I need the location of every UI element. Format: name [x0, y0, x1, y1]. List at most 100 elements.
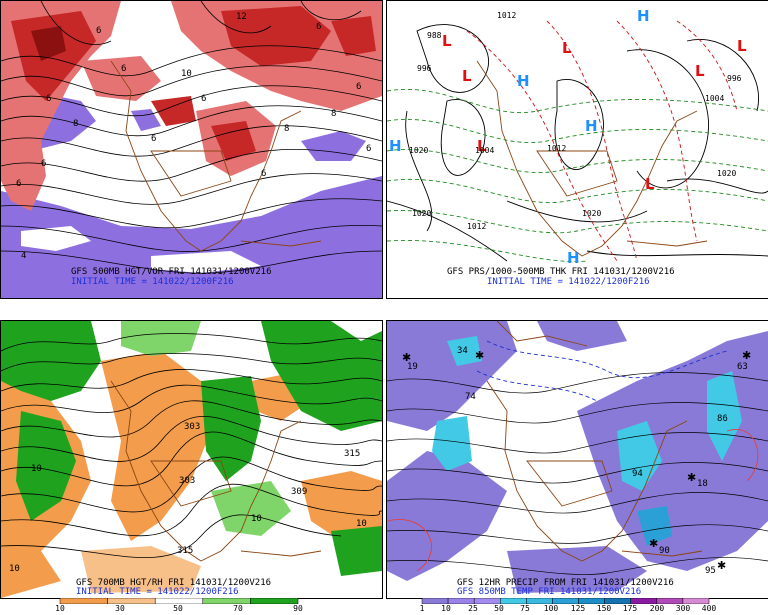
colorbar-tick: 75 [520, 604, 530, 613]
panel-caption-init-time: INITIAL TIME = 141022/1200F216 [487, 277, 650, 287]
contour-label: 6 [316, 22, 321, 32]
colorbar-tick: 30 [115, 604, 125, 613]
panel-caption-init-time: INITIAL TIME = 141022/1200F216 [76, 587, 239, 597]
asterisk-icon: ✱ [402, 351, 411, 364]
low-pressure-marker: L [737, 37, 747, 55]
colorbar-tick: 10 [55, 604, 65, 613]
map-700mb-humidity: 303 315 303 309 315 10 10 10 10 [1, 321, 382, 598]
low-pressure-marker: L [442, 32, 452, 50]
high-pressure-marker: H [637, 7, 650, 25]
contour-label: 315 [344, 449, 360, 459]
colorbar-tick: 1 [419, 604, 425, 613]
panel-caption-title: GFS 12HR PRECIP FROM FRI 141031/1200V216 [457, 578, 674, 588]
contour-label: 90 [659, 546, 670, 556]
colorbar-tick: 125 [570, 604, 586, 613]
contour-label: 303 [179, 476, 195, 486]
contour-label: 8 [331, 109, 336, 119]
map-precip-temperature: 19 34 74 86 63 94 18 90 95 ✱ ✱ ✱ ✱ ✱ ✱ [387, 321, 768, 598]
panel-caption-temp: GFS 850MB TEMP FRI 141031/1200V216 [457, 587, 642, 597]
colorbar-tick: 175 [622, 604, 638, 613]
contour-label: 10 [31, 464, 42, 474]
contour-label: 12 [236, 12, 247, 22]
low-pressure-marker: L [477, 137, 487, 155]
contour-label: 10 [251, 514, 262, 524]
map-pressure-thickness: H H H H H L L L L L L L 1012 988 996 100… [387, 1, 768, 298]
contour-label: 6 [41, 159, 46, 169]
colorbar-tick: 70 [233, 604, 243, 613]
isobar-label: 1020 [582, 209, 601, 218]
contour-label: 74 [465, 392, 476, 402]
contour-label: 34 [457, 346, 468, 356]
colorbar-tick: 50 [494, 604, 504, 613]
isobar-label: 1012 [497, 11, 516, 20]
contour-label: 86 [717, 414, 728, 424]
asterisk-icon: ✱ [717, 559, 726, 572]
isobar-label: 1020 [412, 209, 431, 218]
high-pressure-marker: H [517, 72, 530, 90]
colorbar-tick: 100 [543, 604, 559, 613]
rh-colorbar: 10 30 50 70 90 [0, 598, 381, 615]
isobar-label: 996 [727, 74, 742, 83]
colorbar-tick: 400 [701, 604, 717, 613]
colorbar-tick: 200 [649, 604, 665, 613]
contour-label: 6 [356, 82, 361, 92]
panel-precip-850mb-temp: 19 34 74 86 63 94 18 90 95 ✱ ✱ ✱ ✱ ✱ ✱ G… [386, 320, 768, 599]
colorbar-tick: 150 [596, 604, 612, 613]
high-pressure-marker: H [585, 117, 598, 135]
isobar-label: 1020 [409, 146, 428, 155]
isobar-label: 1004 [475, 146, 494, 155]
low-pressure-marker: L [562, 39, 572, 57]
rh-colorbar-swatches [59, 598, 299, 604]
panel-caption-title: GFS 700MB HGT/RH FRI 141031/1200V216 [76, 578, 272, 588]
colorbar-swatch [59, 598, 108, 604]
colorbar-tick: 50 [173, 604, 183, 613]
panel-700mb-hgt-rh: 303 315 303 309 315 10 10 10 10 GFS 700M… [0, 320, 383, 599]
panel-caption-init-time: INITIAL TIME = 141022/1200F216 [71, 277, 234, 287]
contour-label: 6 [46, 94, 51, 104]
panel-500mb-hgt-vor: 6 6 12 8 6 6 6 10 8 6 6 6 6 8 6 6 4 GFS … [0, 0, 383, 299]
precip-colorbar: 1 10 25 50 75 100 125 150 175 200 300 40… [386, 598, 767, 615]
colorbar-swatch [250, 598, 299, 604]
contour-label: 8 [284, 124, 289, 134]
contour-label: 4 [21, 251, 26, 261]
colorbar-tick: 90 [293, 604, 303, 613]
isobar-label: 1012 [467, 222, 486, 231]
contour-label: 6 [201, 94, 206, 104]
asterisk-icon: ✱ [475, 349, 484, 362]
contour-label: 6 [96, 26, 101, 36]
colorbar-tick: 10 [441, 604, 451, 613]
contour-label: 19 [407, 362, 418, 372]
panel-caption-title: GFS 500MB HGT/VOR FRI 141031/1200V216 [71, 267, 272, 277]
contour-label: 6 [261, 169, 266, 179]
asterisk-icon: ✱ [687, 471, 696, 484]
low-pressure-marker: L [645, 175, 655, 193]
contour-label: 6 [366, 144, 371, 154]
high-pressure-marker: H [567, 249, 580, 267]
contour-label: 10 [9, 564, 20, 574]
contour-label: 18 [697, 479, 708, 489]
contour-label: 63 [737, 362, 748, 372]
contour-label: 10 [356, 519, 367, 529]
contour-label: 315 [177, 546, 193, 556]
isobar-label: 1020 [717, 169, 736, 178]
colorbar-tick: 25 [468, 604, 478, 613]
contour-label: 309 [291, 487, 307, 497]
precip-colorbar-swatches [421, 598, 710, 604]
colorbar-swatch [202, 598, 251, 604]
isobar-label: 1004 [705, 94, 724, 103]
asterisk-icon: ✱ [742, 349, 751, 362]
contour-label: 10 [181, 69, 192, 79]
contour-label: 6 [121, 64, 126, 74]
contour-label: 6 [151, 134, 156, 144]
contour-label: 94 [632, 469, 643, 479]
map-500mb-vorticity: 6 6 12 8 6 6 6 10 8 6 6 6 6 8 6 6 4 [1, 1, 382, 298]
contour-label: 6 [16, 179, 21, 189]
contour-label: 95 [705, 566, 716, 576]
colorbar-swatch [682, 598, 710, 604]
isobar-label: 988 [427, 31, 442, 40]
panel-caption-title: GFS PRS/1000-500MB THK FRI 141031/1200V2… [447, 267, 675, 277]
low-pressure-marker: L [695, 62, 705, 80]
isobar-label: 996 [417, 64, 432, 73]
contour-label: 303 [184, 422, 200, 432]
low-pressure-marker: L [462, 67, 472, 85]
